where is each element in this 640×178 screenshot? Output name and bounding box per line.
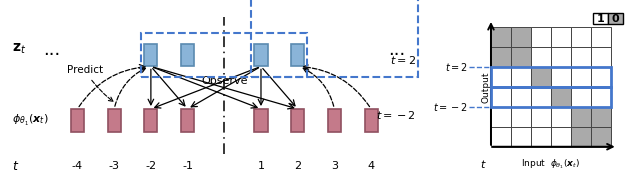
Text: Predict: Predict [67,65,113,101]
Bar [491,87,511,107]
Bar [511,127,531,147]
Bar [551,107,571,127]
Bar [491,67,511,87]
Bar [511,27,531,47]
Text: 1: 1 [257,161,264,171]
Text: 2: 2 [294,161,301,171]
Bar [531,127,551,147]
Bar [531,107,551,127]
Bar [491,47,511,67]
Bar [531,67,551,87]
Bar [591,47,611,67]
Bar [511,87,531,107]
Bar [571,107,591,127]
Bar [491,127,511,147]
Bar [511,107,531,127]
Bar [531,47,551,67]
Text: ···: ··· [44,46,61,64]
Bar [511,47,531,67]
Bar [491,27,511,47]
Bar [551,27,571,47]
Bar [511,67,531,87]
Text: -2: -2 [145,161,156,171]
Text: $t=2$: $t=2$ [390,54,415,66]
Text: 3: 3 [331,161,338,171]
FancyBboxPatch shape [181,109,194,132]
Bar [531,87,551,107]
Bar [591,87,611,107]
Bar [551,67,571,87]
Bar [591,127,611,147]
FancyBboxPatch shape [145,43,157,66]
Bar [531,27,551,47]
Text: Observe: Observe [201,76,248,86]
Bar [571,127,591,147]
Text: -4: -4 [72,161,83,171]
Bar [593,13,607,24]
Bar [491,67,611,87]
Text: $t$: $t$ [479,158,486,170]
Bar [551,127,571,147]
Text: $t=-2$: $t=-2$ [376,109,415,121]
Text: Input  $\phi_{\theta_1}(\boldsymbol{x}_t)$: Input $\phi_{\theta_1}(\boldsymbol{x}_t)… [522,158,580,171]
Text: $t$: $t$ [12,160,19,173]
Bar [571,87,591,107]
Text: 1: 1 [596,14,604,24]
Bar [141,33,307,77]
FancyBboxPatch shape [108,109,121,132]
Bar [491,87,611,107]
Text: -1: -1 [182,161,193,171]
FancyBboxPatch shape [365,109,378,132]
FancyBboxPatch shape [181,43,194,66]
FancyBboxPatch shape [71,109,84,132]
Text: $t=2$: $t=2$ [445,61,468,73]
Bar [571,67,591,87]
Bar [491,107,511,127]
FancyBboxPatch shape [255,109,268,132]
Text: 4: 4 [367,161,374,171]
Bar [591,27,611,47]
Text: -3: -3 [109,161,120,171]
Text: Output: Output [481,71,490,103]
Text: 0: 0 [611,14,619,24]
Bar [591,67,611,87]
Bar [607,13,623,24]
FancyBboxPatch shape [291,109,304,132]
Text: $t=-2$: $t=-2$ [433,101,468,113]
Text: $\phi_{\theta_1}(\boldsymbol{x}_t)$: $\phi_{\theta_1}(\boldsymbol{x}_t)$ [12,113,49,128]
Bar [571,27,591,47]
Text: $\mathbf{z}_t$: $\mathbf{z}_t$ [12,41,27,56]
FancyBboxPatch shape [145,109,157,132]
Bar [251,0,417,77]
Bar [551,87,571,107]
FancyBboxPatch shape [291,43,304,66]
FancyBboxPatch shape [255,43,268,66]
Bar [591,107,611,127]
Bar [551,47,571,67]
Text: ···: ··· [388,46,405,64]
Bar [571,47,591,67]
FancyBboxPatch shape [328,109,341,132]
